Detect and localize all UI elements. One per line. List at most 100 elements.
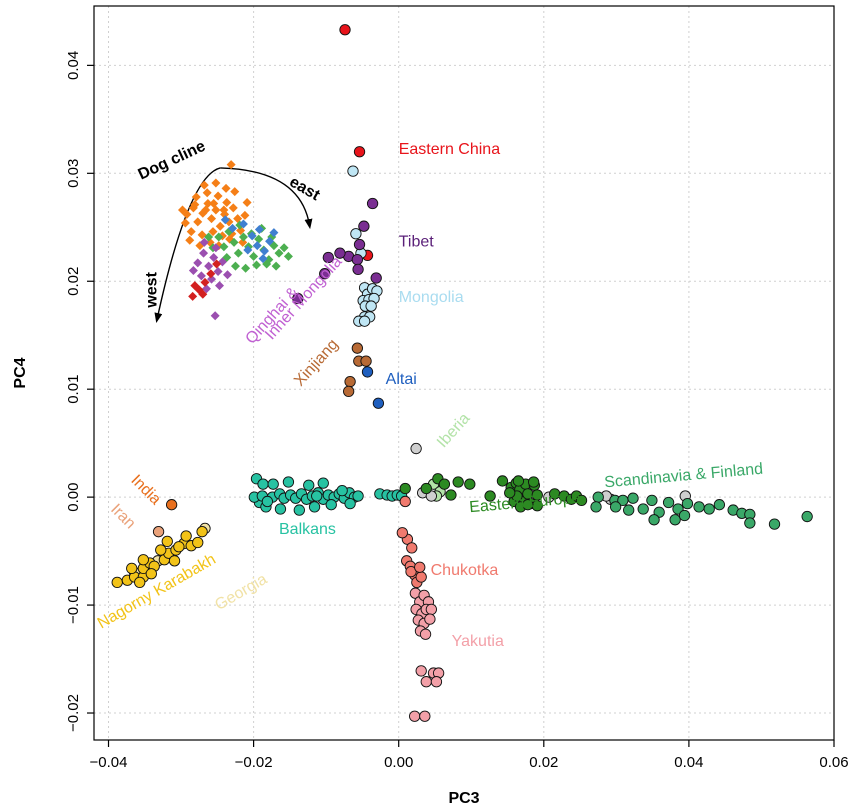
x-tick-label: 0.04 — [674, 754, 703, 771]
data-point-dog_green — [214, 232, 224, 242]
data-point-eastern_china — [339, 24, 351, 36]
data-point-dog_purple — [199, 248, 209, 258]
data-point-balkans — [303, 479, 315, 491]
data-point-scandinavia — [703, 503, 715, 515]
data-point-dog_purple — [213, 267, 223, 277]
data-point-yakutia — [419, 710, 431, 722]
data-point-dog_red — [200, 277, 210, 287]
y-tick-label: 0.02 — [65, 267, 82, 296]
data-point-dog_green — [274, 248, 284, 258]
data-point-xinjiang — [342, 385, 355, 397]
data-point-dog_orange — [201, 205, 211, 215]
data-point-eastern_europe — [452, 476, 464, 488]
data-point-dog_red — [188, 291, 198, 301]
data-point-dog_orange — [211, 178, 221, 188]
data-point-dog_orange — [180, 218, 190, 228]
data-point-scandinavia — [646, 494, 658, 507]
data-point-dog_purple — [204, 261, 214, 271]
data-point-nagorny — [145, 568, 157, 580]
data-point-nagorny — [168, 555, 181, 567]
data-point-nagorny — [196, 526, 208, 538]
dog-cline-label: Dog cline — [136, 138, 209, 184]
data-point-chukotka — [415, 571, 427, 583]
data-point-dog_green — [283, 251, 293, 261]
y-tick-label: 0.00 — [65, 483, 82, 512]
y-tick-label: 0.01 — [65, 375, 82, 404]
data-point-dog_orange — [178, 205, 188, 215]
data-point-dog_orange — [186, 227, 196, 237]
y-tick-label: −0.01 — [65, 586, 82, 624]
data-point-dog_orange — [228, 203, 238, 213]
data-point-dog_orange — [215, 221, 225, 231]
data-point-dog_blue — [259, 246, 269, 256]
data-point-yakutia — [420, 676, 432, 688]
data-point-tibet — [334, 247, 346, 259]
data-point-dog_green — [254, 234, 264, 244]
region-label: Chukotka — [431, 562, 499, 579]
data-point-scandinavia — [592, 491, 604, 503]
data-point-nagorny — [137, 554, 149, 566]
axes: −0.04 −0.02 0.00 0.02 0.04 0.06 −0.02 −0.01 0.00… — [65, 5, 848, 771]
data-point-scandinavia — [693, 501, 705, 513]
data-point-dog_red — [198, 289, 208, 299]
data-point-dog_green — [249, 251, 259, 261]
data-point-nagorny — [173, 541, 185, 553]
y-tick-label: 0.04 — [65, 51, 82, 80]
data-point-dog_orange — [191, 192, 201, 202]
data-point-dog_orange — [213, 191, 223, 201]
data-point-balkans — [311, 490, 323, 502]
data-point-tibet — [351, 254, 364, 266]
data-point-eastern_europe — [496, 475, 509, 487]
dog-cline-arrows — [154, 167, 313, 323]
y-axis-title: PC4 — [12, 357, 29, 388]
data-point-dog_blue — [258, 254, 268, 264]
data-point-dog_purple — [199, 237, 209, 247]
data-point-dog_blue — [220, 215, 230, 225]
data-point-yakutia — [424, 613, 436, 625]
data-point-chukotka — [396, 527, 408, 539]
data-point-tibet — [353, 238, 366, 251]
x-tick-label: 0.02 — [529, 754, 558, 771]
data-point-dog_green — [271, 261, 281, 271]
data-point-balkans — [325, 499, 337, 511]
data-point-mongolia — [358, 315, 371, 327]
data-point-dog_purple — [196, 271, 206, 281]
data-point-scandinavia — [744, 517, 756, 529]
data-point-tibet — [292, 292, 304, 305]
data-point-dog_green — [204, 232, 214, 242]
region-label: Yakutia — [452, 633, 504, 650]
data-point-dog_orange — [190, 200, 200, 210]
data-point-dog_orange — [238, 237, 248, 247]
x-tick-label: −0.04 — [90, 754, 128, 771]
x-axis-title: PC3 — [448, 790, 479, 807]
data-point-chukotka — [414, 561, 426, 573]
data-point-scandinavia — [623, 504, 635, 516]
data-point-altai — [361, 366, 374, 378]
data-point-scandinavia — [768, 518, 781, 530]
data-point-balkans — [293, 504, 305, 516]
data-point-dog_orange — [202, 188, 212, 198]
data-point-eastern_europe — [399, 482, 411, 495]
data-point-yakutia — [425, 603, 438, 616]
data-point-scandinavia — [681, 497, 694, 510]
data-point-nagorny — [155, 544, 167, 556]
data-point-dog_orange — [209, 199, 219, 209]
data-point-dog_green — [241, 263, 251, 273]
data-point-dog_green — [233, 248, 243, 258]
data-point-balkans — [352, 490, 364, 502]
data-points — [111, 24, 813, 722]
data-point-xinjiang — [344, 375, 356, 388]
data-point-yakutia — [415, 665, 427, 677]
grid-lines — [94, 6, 835, 740]
data-point-dog_purple — [209, 253, 219, 263]
data-point-balkans — [336, 485, 348, 497]
data-point-eastern_europe — [504, 487, 516, 499]
x-tick-label: −0.02 — [235, 754, 273, 771]
data-point-dog_orange — [199, 180, 209, 190]
data-point-eastern_europe — [464, 478, 476, 490]
data-point-mongolia — [350, 228, 362, 240]
data-point-dog_orange — [193, 217, 203, 227]
data-point-balkans — [267, 478, 279, 490]
region-labels: Eastern ChinaTibetMongoliaAltaiXinjiangQ… — [95, 141, 764, 650]
data-point-scandinavia — [669, 514, 681, 526]
